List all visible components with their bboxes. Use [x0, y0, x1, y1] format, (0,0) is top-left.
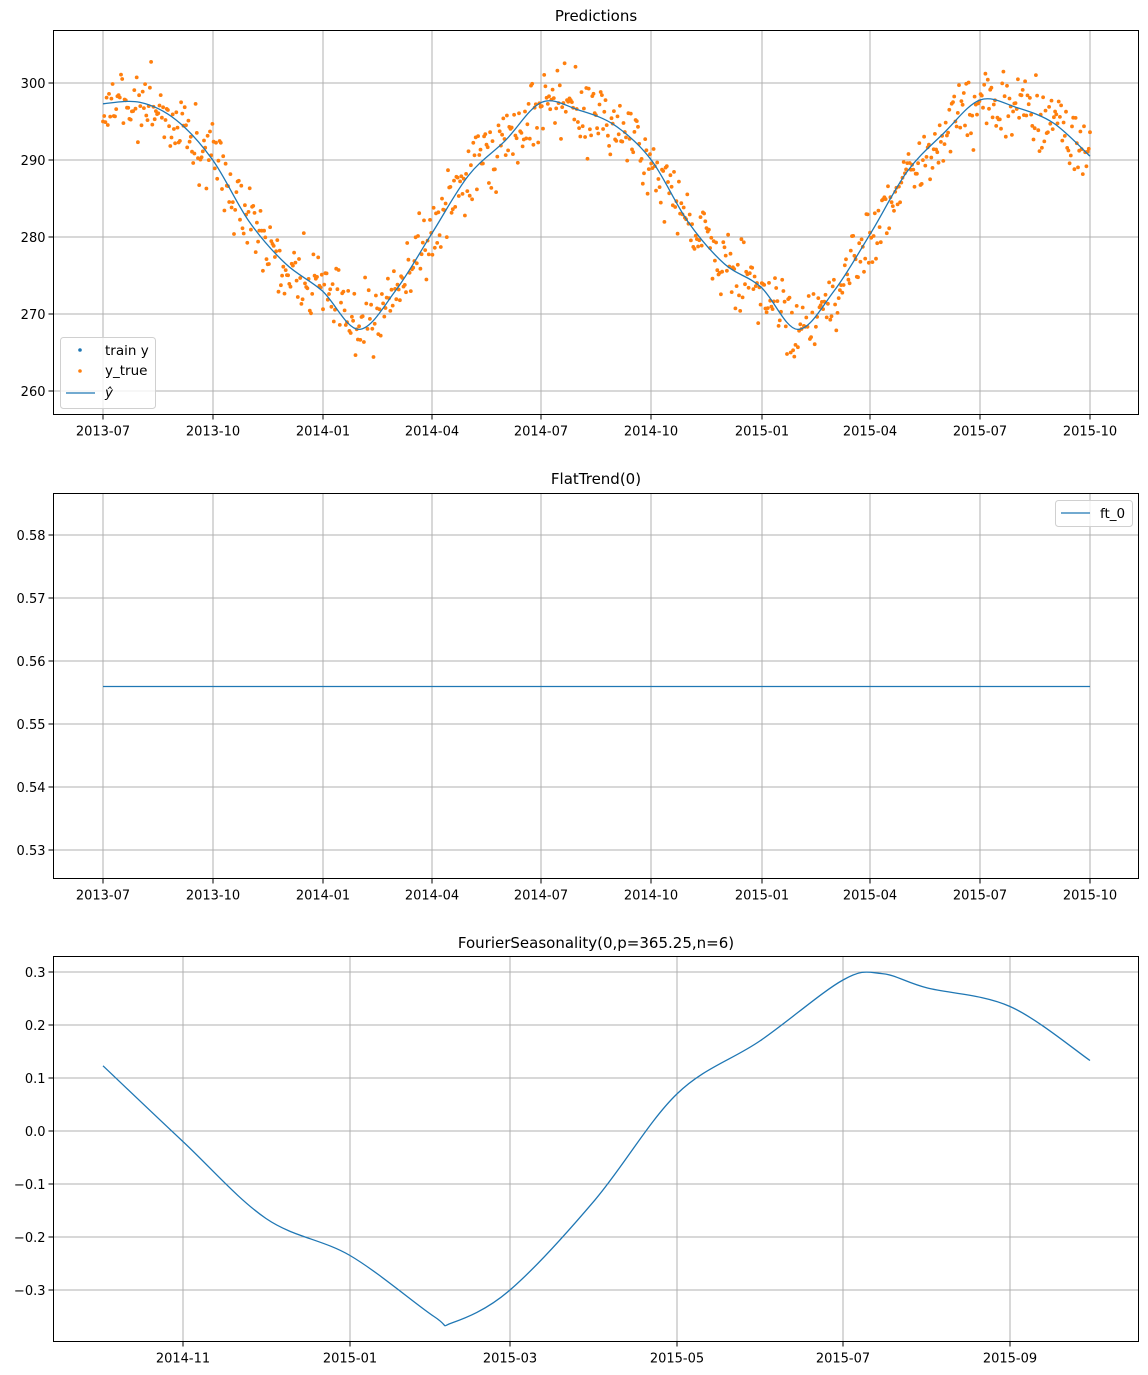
y-axis-ticks: 0.58 0.57 0.56 0.55 0.54 0.53: [17, 529, 54, 859]
legend-label-ft-0: ft_0: [1100, 506, 1125, 522]
y-true-scatter: [101, 60, 1092, 359]
x-tick-label: 2013-10: [186, 425, 240, 440]
x-tick-label: 2015-03: [483, 1352, 537, 1367]
x-axis-ticks: 2013-07 2013-10 2014-01 2014-04 2014-07 2014-…: [76, 878, 1117, 904]
x-tick-label: 2015-05: [650, 1352, 704, 1367]
x-tick-label: 2015-09: [983, 1352, 1037, 1367]
y-axis-ticks: 300 290 280 270 260: [21, 77, 54, 400]
y-axis-ticks: 0.3 0.2 0.1 0.0 −0.1 −0.2 −0.3: [14, 966, 54, 1299]
y-tick-label: −0.1: [14, 1178, 46, 1193]
legend-marker-train-y: [78, 348, 82, 352]
y-tick-label: 0.0: [25, 1125, 46, 1140]
legend: train y y_true ŷ: [60, 337, 156, 409]
x-tick-label: 2015-04: [843, 425, 897, 440]
grid: [53, 30, 1139, 415]
x-tick-label: 2014-10: [624, 425, 678, 440]
flattrend-chart: FlatTrend(0) 0.58 0.57 0.56 0.55 0.54 0.53 20…: [17, 470, 1139, 904]
x-tick-label: 2015-01: [323, 1352, 377, 1367]
y-tick-label: 300: [21, 77, 46, 92]
chart-title: FourierSeasonality(0,p=365.25,n=6): [458, 934, 734, 952]
y-tick-label: 0.58: [17, 529, 46, 544]
y-tick-label: 0.54: [17, 781, 46, 796]
x-tick-label: 2013-10: [186, 889, 240, 904]
x-tick-label: 2015-07: [953, 889, 1007, 904]
y-tick-label: 0.55: [17, 718, 46, 733]
x-axis-ticks: 2014-11 2015-01 2015-03 2015-05 2015-07 2015-…: [156, 1341, 1037, 1367]
axes-frame: [53, 30, 1139, 415]
x-tick-label: 2014-04: [405, 889, 459, 904]
legend-label-y-true: y_true: [105, 363, 147, 379]
x-tick-label: 2014-01: [296, 425, 350, 440]
x-tick-label: 2014-01: [296, 889, 350, 904]
x-tick-label: 2013-07: [76, 889, 130, 904]
x-axis-ticks: 2013-07 2013-10 2014-01 2014-04 2014-07 2014-…: [76, 414, 1117, 440]
y-tick-label: −0.2: [14, 1231, 46, 1246]
legend: ft_0: [1055, 500, 1133, 527]
y-tick-label: −0.3: [14, 1284, 46, 1299]
legend-label-train-y: train y: [105, 343, 149, 359]
yhat-line: [102, 98, 1091, 331]
x-tick-label: 2014-07: [514, 889, 568, 904]
axes-frame: [53, 956, 1139, 1342]
x-tick-label: 2015-10: [1063, 425, 1117, 440]
chart-title: Predictions: [555, 7, 638, 25]
x-tick-label: 2014-04: [405, 425, 459, 440]
x-tick-label: 2015-07: [953, 425, 1007, 440]
y-tick-label: 280: [21, 231, 46, 246]
x-tick-label: 2014-11: [156, 1352, 210, 1367]
y-tick-label: 0.53: [17, 844, 46, 859]
y-tick-label: 0.2: [25, 1019, 46, 1034]
x-tick-label: 2015-07: [816, 1352, 870, 1367]
legend-label-yhat: ŷ: [104, 385, 114, 401]
y-tick-label: 0.57: [17, 592, 46, 607]
x-tick-label: 2015-04: [843, 889, 897, 904]
x-tick-label: 2014-10: [624, 889, 678, 904]
x-tick-label: 2015-01: [735, 425, 789, 440]
y-tick-label: 270: [21, 308, 46, 323]
x-tick-label: 2014-07: [514, 425, 568, 440]
x-tick-label: 2015-01: [735, 889, 789, 904]
y-tick-label: 0.56: [17, 655, 46, 670]
y-tick-label: 260: [21, 385, 46, 400]
axes-frame: [53, 493, 1139, 879]
y-tick-label: 0.1: [25, 1072, 46, 1087]
y-tick-label: 0.3: [25, 966, 46, 981]
seasonality-line: [102, 971, 1091, 1327]
y-tick-label: 290: [21, 154, 46, 169]
grid: [53, 956, 1139, 1342]
x-tick-label: 2015-10: [1063, 889, 1117, 904]
legend-marker-y-true: [78, 369, 82, 373]
chart-title: FlatTrend(0): [551, 470, 641, 488]
x-tick-label: 2013-07: [76, 425, 130, 440]
